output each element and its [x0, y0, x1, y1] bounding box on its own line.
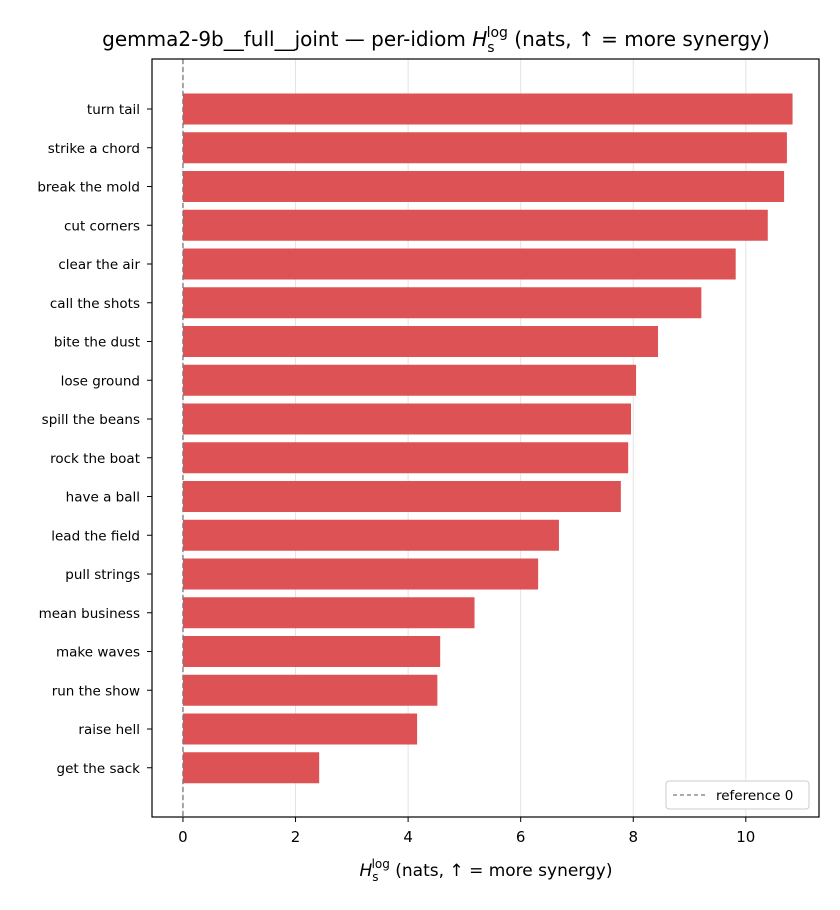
y-tick-label: strike a chord: [48, 141, 140, 157]
y-tick-label: spill the beans: [42, 412, 140, 428]
y-tick-label: call the shots: [50, 296, 140, 312]
legend-box: [665, 780, 810, 810]
x-tick-label: 10: [736, 828, 755, 846]
y-tick-label: lead the field: [51, 528, 140, 544]
bar: [182, 752, 320, 784]
y-tick-label: run the show: [52, 683, 140, 699]
plot-frame: [151, 58, 820, 818]
x-tick-label: 8: [628, 828, 638, 846]
y-tick-label: get the sack: [57, 761, 141, 777]
bar: [182, 209, 768, 241]
x-tick-label: 4: [403, 828, 413, 846]
y-tick-label: raise hell: [78, 722, 140, 738]
bar: [182, 132, 787, 164]
x-tick-label: 2: [291, 828, 301, 846]
legend: reference 0: [665, 780, 810, 810]
y-tick-label: bite the dust: [54, 335, 140, 351]
legend-label-reference: reference 0: [716, 788, 793, 804]
bar: [182, 364, 637, 396]
y-tick-label: mean business: [39, 606, 140, 622]
bar: [182, 442, 629, 474]
x-axis-ticks: 0 2 4 6 8 10: [178, 817, 755, 846]
bar: [182, 481, 621, 512]
bar: [182, 248, 736, 280]
chart-title: gemma2-9b__full__joint — per-idiom Hslog…: [102, 25, 770, 56]
y-tick-label: make waves: [56, 645, 140, 661]
y-axis-ticks: turn tail strike a chord break the mold cut…: [37, 102, 152, 777]
y-tick-label: clear the air: [58, 257, 140, 273]
bar: [182, 519, 559, 551]
y-tick-label: cut corners: [64, 218, 140, 234]
bar: [182, 326, 659, 357]
bar: [182, 674, 438, 706]
bar: [182, 171, 785, 202]
bar: [182, 558, 539, 590]
bar: [182, 93, 793, 125]
y-tick-label: pull strings: [65, 567, 140, 583]
bar: [182, 713, 418, 745]
bar: [182, 403, 632, 435]
x-axis-label: Hslog (nats, ↑ = more synergy): [360, 857, 613, 884]
y-tick-label: have a ball: [66, 490, 140, 506]
x-tick-label: 0: [178, 828, 188, 846]
bar: [182, 597, 475, 629]
bars: [182, 93, 793, 784]
y-tick-label: lose ground: [61, 373, 140, 389]
y-tick-label: turn tail: [87, 102, 140, 118]
y-tick-label: break the mold: [37, 180, 140, 196]
x-tick-label: 6: [516, 828, 526, 846]
bar: [182, 287, 702, 319]
bar: [182, 636, 441, 667]
y-tick-label: rock the boat: [50, 451, 140, 467]
